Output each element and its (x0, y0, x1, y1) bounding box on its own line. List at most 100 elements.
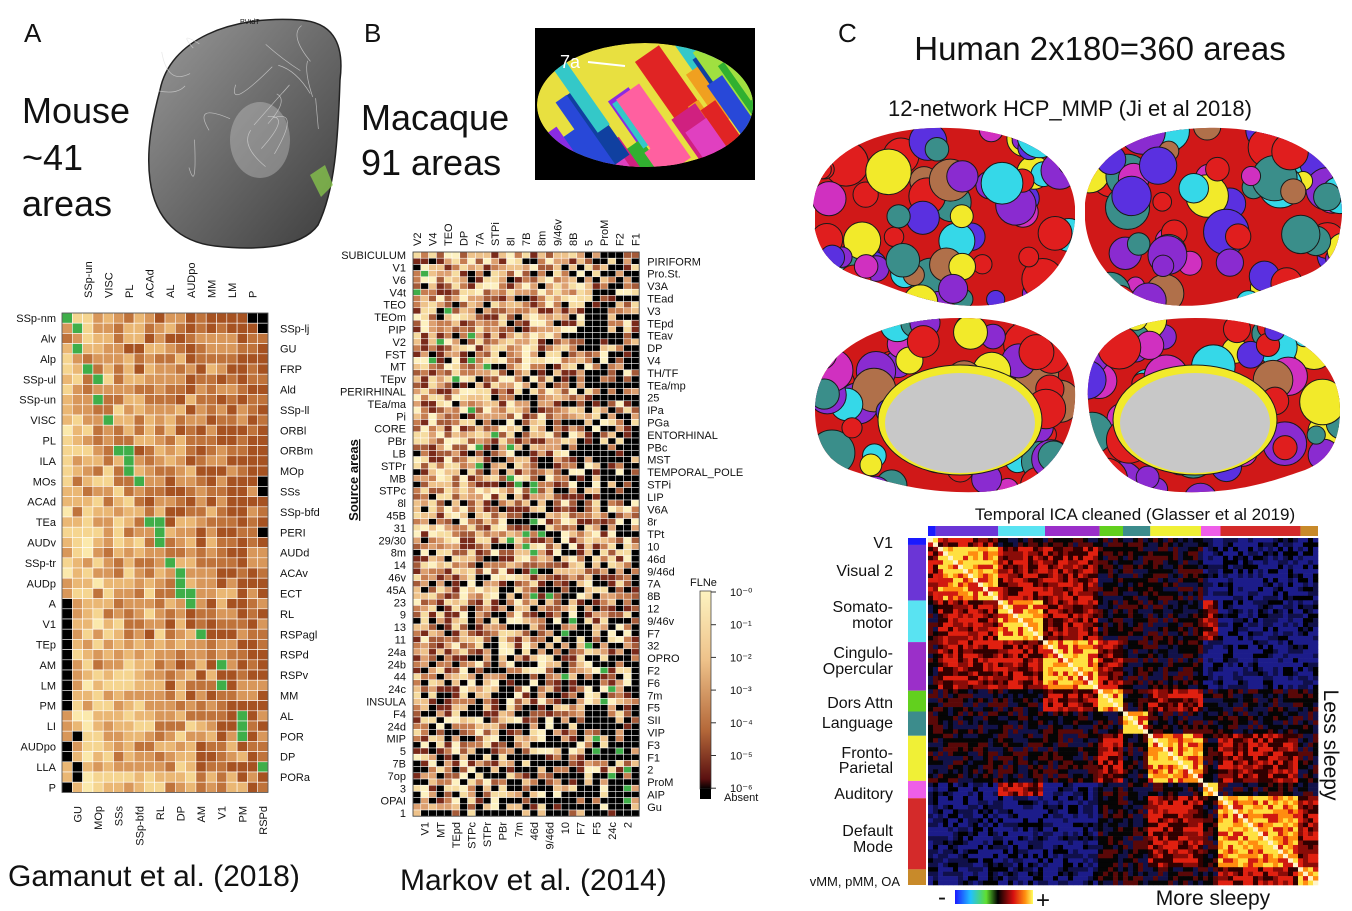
matrix-cell (1178, 569, 1184, 574)
heatmap-cell (205, 639, 217, 650)
heatmap-cell (584, 295, 593, 302)
heatmap-cell (467, 474, 476, 482)
matrix-cell (1153, 569, 1159, 574)
heatmap-cell (226, 465, 238, 477)
matrix-cell (1023, 573, 1029, 579)
matrix-cell (1023, 542, 1029, 548)
heatmap-cell (144, 761, 155, 773)
matrix-cell (973, 578, 979, 583)
heatmap-cell (537, 474, 546, 482)
heatmap-cell (631, 716, 640, 724)
heatmap-cell (257, 333, 269, 344)
heatmap-cell (521, 580, 531, 588)
heatmap-cell (607, 462, 617, 470)
heatmap-cell (428, 809, 437, 817)
heatmap-cell (584, 468, 593, 476)
row-label: F2 (647, 666, 660, 678)
heatmap-cell (443, 456, 453, 464)
heatmap-cell (412, 809, 422, 817)
heatmap-cell (560, 524, 570, 532)
heatmap-cell (607, 524, 617, 532)
heatmap-cell (467, 400, 476, 408)
matrix-cell (1013, 546, 1019, 552)
heatmap-cell (514, 598, 523, 606)
matrix-cell (1283, 569, 1289, 574)
heatmap-cell (521, 462, 531, 470)
heatmap-cell (599, 487, 609, 495)
heatmap-cell (623, 636, 632, 643)
heatmap-cell (498, 561, 507, 569)
heatmap-cell (205, 669, 217, 681)
heatmap-cell (443, 803, 453, 811)
heatmap-cell (420, 598, 429, 606)
heatmap-cell (607, 499, 617, 507)
heatmap-cell (247, 741, 258, 752)
heatmap-cell (443, 406, 453, 414)
heatmap-cell (584, 753, 593, 761)
brain-parcel (1328, 272, 1343, 297)
brain-parcel (1178, 172, 1209, 204)
matrix-cell (988, 573, 994, 579)
heatmap-cell (498, 369, 507, 377)
brain-parcel (1087, 457, 1129, 493)
heatmap-cell (615, 487, 624, 495)
matrix-cell (1173, 569, 1179, 574)
brain-parcel (1126, 232, 1151, 256)
heatmap-cell (443, 543, 453, 550)
heatmap-cell (631, 605, 640, 612)
matrix-cell (1263, 569, 1269, 574)
network-bar (1201, 526, 1221, 536)
heatmap-cell (631, 369, 640, 377)
matrix-cell (1198, 578, 1204, 583)
heatmap-cell (514, 679, 523, 687)
heatmap-cell (72, 496, 83, 508)
matrix-cell (1138, 578, 1144, 583)
heatmap-cell (133, 679, 145, 691)
heatmap-cell (428, 338, 437, 346)
heatmap-cell (506, 735, 515, 743)
heatmap-cell (428, 369, 437, 377)
heatmap-cell (195, 598, 207, 610)
heatmap-cell (615, 499, 624, 507)
heatmap-cell (436, 530, 445, 538)
heatmap-cell (236, 700, 248, 712)
heatmap-cell (92, 588, 104, 599)
heatmap-cell (72, 506, 83, 518)
heatmap-cell (490, 431, 500, 439)
heatmap-cell (459, 350, 468, 358)
matrix-cell (1208, 578, 1214, 583)
heatmap-cell (175, 720, 186, 732)
heatmap-cell (576, 493, 585, 501)
heatmap-cell (553, 338, 562, 346)
heatmap-cell (123, 435, 135, 446)
matrix-cell (958, 578, 964, 583)
heatmap-cell (529, 611, 539, 619)
matrix-cell (1003, 582, 1009, 588)
heatmap-cell (584, 493, 593, 501)
heatmap-cell (451, 623, 461, 631)
row-label: 3 (400, 783, 406, 795)
matrix-cell (1138, 555, 1144, 561)
heatmap-cell (584, 388, 593, 395)
heatmap-cell (195, 741, 207, 752)
heatmap-cell (560, 586, 570, 594)
heatmap-cell (623, 685, 632, 693)
brain-area-outline (315, 98, 319, 130)
heatmap-cell (443, 326, 453, 333)
heatmap-cell (568, 326, 578, 333)
heatmap-cell (482, 443, 492, 451)
heatmap-cell (102, 475, 114, 487)
matrix-cell (1273, 564, 1279, 570)
matrix-cell (1123, 578, 1129, 583)
heatmap-cell (514, 543, 523, 550)
heatmap-cell (257, 404, 269, 416)
heatmap-cell (529, 753, 539, 761)
heatmap-cell (443, 654, 453, 662)
heatmap-cell (568, 543, 578, 550)
heatmap-cell (236, 598, 248, 610)
heatmap-cell (545, 344, 554, 352)
matrix-cell (1048, 564, 1054, 570)
heatmap-cell (443, 301, 453, 309)
heatmap-cell (436, 766, 445, 774)
heatmap-cell (560, 691, 570, 699)
